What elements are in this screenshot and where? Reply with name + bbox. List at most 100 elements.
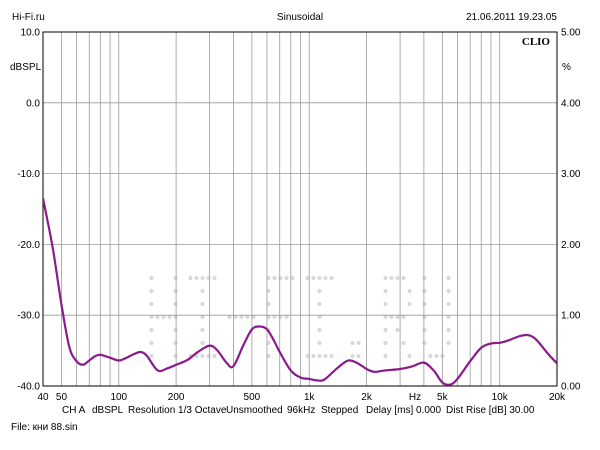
watermark-dot	[389, 314, 394, 320]
watermark-dot	[212, 275, 217, 281]
watermark-dot	[446, 314, 451, 320]
watermark-dot	[422, 275, 427, 281]
watermark-dot	[173, 327, 178, 333]
y-tick-label-left: -20.0	[17, 240, 40, 251]
watermark-dot	[200, 275, 205, 281]
watermark-dot	[239, 314, 244, 320]
x-tick-label: 20k	[549, 392, 566, 403]
watermark-dot	[278, 275, 283, 281]
watermark-dot	[422, 288, 427, 294]
status-channel: CH A	[62, 405, 86, 416]
x-tick-label: 40	[37, 392, 49, 403]
watermark-dot	[266, 353, 271, 359]
watermark-dot	[266, 275, 271, 281]
x-tick-label: 5k	[437, 392, 449, 403]
watermark-dot	[395, 275, 400, 281]
watermark-dot	[401, 314, 406, 320]
watermark-dot	[311, 275, 316, 281]
watermark-dot	[446, 340, 451, 346]
watermark-dot	[383, 288, 388, 294]
y-tick-label-right: 1.00	[561, 311, 581, 322]
watermark-dot	[173, 301, 178, 307]
x-tick-label: 1k	[304, 392, 316, 403]
x-tick-label: 10k	[492, 392, 509, 403]
watermark-dot	[173, 275, 178, 281]
watermark-dot	[149, 288, 154, 294]
watermark-dot	[266, 340, 271, 346]
watermark-dot	[212, 353, 217, 359]
watermark-dot	[149, 314, 154, 320]
watermark-dot	[317, 301, 322, 307]
watermark-dot	[317, 288, 322, 294]
watermark-dot	[266, 288, 271, 294]
watermark-dot	[266, 314, 271, 320]
watermark-dot	[446, 288, 451, 294]
watermark-dot	[149, 340, 154, 346]
y-tick-label-right: 4.00	[561, 98, 581, 109]
watermark-dot	[317, 353, 322, 359]
watermark-dot	[383, 353, 388, 359]
watermark-dot	[446, 275, 451, 281]
watermark-dot	[317, 275, 322, 281]
y-axis-label-left: dBSPL	[10, 62, 42, 73]
watermark-dot	[422, 314, 427, 320]
watermark-dot	[407, 288, 412, 294]
header-mode: Sinusoidal	[277, 12, 323, 23]
brand-logo: CLIO	[522, 36, 551, 48]
watermark-dot	[446, 301, 451, 307]
watermark-dot	[383, 301, 388, 307]
watermark-dot	[149, 353, 154, 359]
watermark-dot	[323, 275, 328, 281]
y-tick-label-left: 0.0	[26, 98, 40, 109]
series-layer	[43, 198, 557, 386]
watermark-dot	[245, 314, 250, 320]
watermark-dot	[200, 314, 205, 320]
x-tick-label: 200	[168, 392, 185, 403]
status-bar: CH A dBSPL Resolution 1/3 Octave Unsmoot…	[0, 405, 600, 419]
watermark-dot	[173, 353, 178, 359]
watermark-dot	[200, 288, 205, 294]
header-datetime: 21.06.2011 19.23.05	[466, 12, 557, 23]
watermark-dot	[200, 301, 205, 307]
watermark-dot	[173, 340, 178, 346]
watermark-dot	[356, 340, 361, 346]
watermark-dot	[383, 327, 388, 333]
watermark-dot	[284, 275, 289, 281]
x-tick-label: 100	[110, 392, 127, 403]
watermark-dot	[395, 314, 400, 320]
status-resolution: Resolution 1/3 Octave	[128, 405, 227, 416]
series-line	[43, 198, 557, 386]
x-tick-label: 50	[56, 392, 68, 403]
y-tick-label-left: -30.0	[17, 311, 40, 322]
watermark-dot	[173, 314, 178, 320]
watermark-dot	[173, 288, 178, 294]
watermark-dot	[200, 327, 205, 333]
watermark-dot	[383, 275, 388, 281]
watermark-dot	[422, 301, 427, 307]
y-tick-label-left: -10.0	[17, 169, 40, 180]
watermark-dot	[194, 275, 199, 281]
watermark-dot	[149, 301, 154, 307]
watermark-dot	[266, 301, 271, 307]
watermark-dot	[149, 275, 154, 281]
plot-frame	[42, 31, 558, 387]
watermark-dot	[395, 327, 400, 333]
status-stepping: Stepped	[321, 405, 359, 416]
x-tick-label: 500	[244, 392, 261, 403]
watermark-dot	[329, 275, 334, 281]
watermark-dot	[383, 314, 388, 320]
watermark-dot	[428, 353, 433, 359]
watermark-dot	[251, 314, 256, 320]
watermark-dot	[356, 353, 361, 359]
watermark-dot	[317, 314, 322, 320]
watermark-dot	[317, 340, 322, 346]
status-unit: dBSPL	[92, 405, 124, 416]
status-delay: Delay [ms] 0.000	[366, 405, 442, 416]
y-tick-label-right: 0.00	[561, 382, 581, 393]
status-smoothing: Unsmoothed	[226, 405, 283, 416]
file-label: File: кни 88.sin	[11, 422, 78, 433]
watermark-dot	[233, 314, 238, 320]
watermark-dot	[329, 353, 334, 359]
watermark	[149, 275, 451, 359]
watermark-dot	[161, 314, 166, 320]
